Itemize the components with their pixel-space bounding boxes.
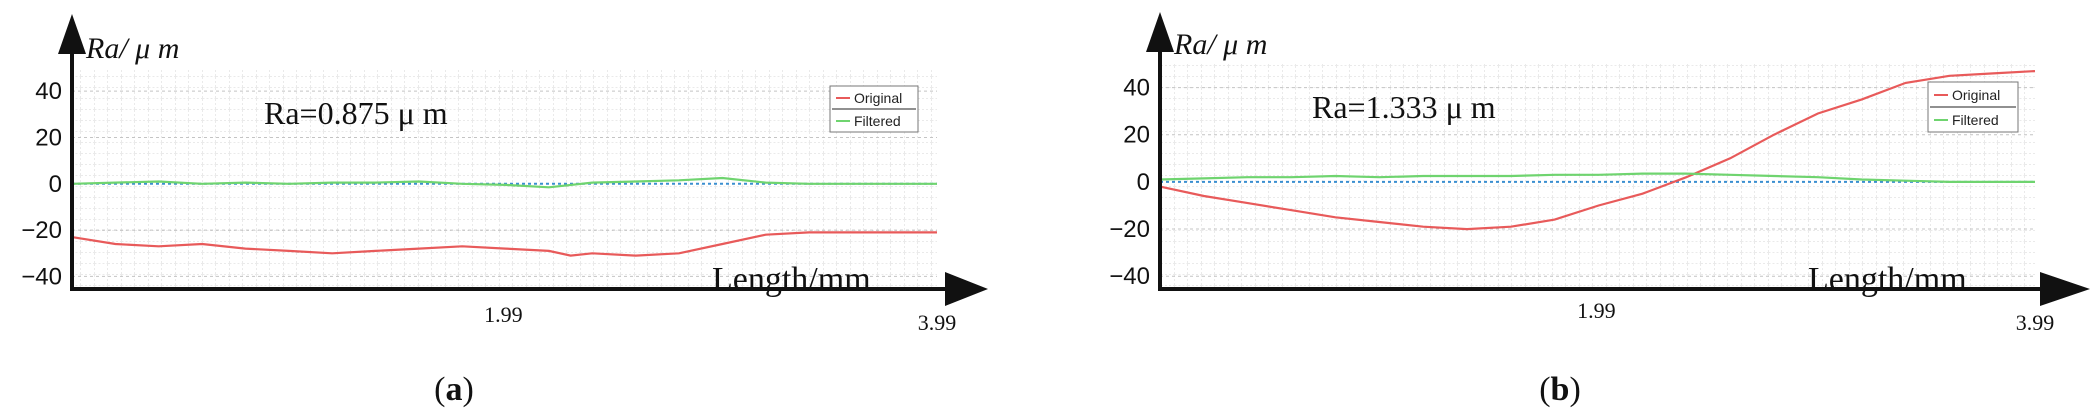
y-axis-arrow-a bbox=[58, 14, 86, 54]
x-axis-arrow-b bbox=[2040, 272, 2090, 306]
y-tick-label: 40 bbox=[35, 78, 62, 105]
caption-letter-b: b bbox=[1551, 371, 1570, 408]
panel-a: Ra/ μ m Length/mm Ra=0.875 μ m 40 20 0 −… bbox=[21, 14, 988, 408]
y-tick-label: 0 bbox=[1137, 169, 1150, 196]
x-axis-label-b: Length/mm bbox=[1808, 261, 1967, 298]
legend-label-original: Original bbox=[854, 90, 902, 106]
legend-label-original: Original bbox=[1952, 87, 2000, 103]
caption-a: (a) bbox=[434, 371, 474, 408]
series-original-line-a bbox=[71, 231, 937, 257]
x-tick-label-mid-a: 1.99 bbox=[484, 302, 523, 327]
legend-label-filtered: Filtered bbox=[854, 113, 901, 129]
y-tick-labels-a: 40 20 0 −20 −40 bbox=[21, 78, 62, 290]
x-axis-label-a: Length/mm bbox=[712, 261, 871, 298]
legend-b: Original Filtered bbox=[1927, 81, 2019, 133]
y-axis-label-b: Ra/ μ m bbox=[1173, 28, 1267, 61]
y-tick-label: 0 bbox=[49, 171, 62, 198]
y-tick-label: −40 bbox=[21, 263, 62, 290]
x-axis-arrow-a bbox=[945, 272, 988, 306]
y-axis-label-a: Ra/ μ m bbox=[85, 32, 179, 65]
panel-b: Ra/ μ m Length/mm Ra=1.333 μ m 40 20 0 −… bbox=[1109, 12, 2090, 408]
series-filtered-line-b bbox=[1159, 172, 2035, 183]
caption-b: (b) bbox=[1539, 371, 1581, 408]
legend-a: Original Filtered bbox=[829, 85, 919, 133]
y-tick-label: −40 bbox=[1109, 263, 1150, 290]
minor-grid-b bbox=[1160, 64, 2035, 288]
caption-letter-a: a bbox=[446, 371, 463, 408]
minor-grid-a bbox=[72, 68, 937, 288]
y-tick-label: 20 bbox=[1123, 122, 1150, 149]
y-tick-label: 40 bbox=[1123, 75, 1150, 102]
y-tick-labels-b: 40 20 0 −20 −40 bbox=[1109, 75, 1150, 291]
legend-label-filtered: Filtered bbox=[1952, 112, 1999, 128]
x-tick-label-end-b: 3.99 bbox=[2016, 310, 2055, 335]
y-axis-arrow-b bbox=[1146, 12, 1174, 52]
x-tick-label-mid-b: 1.99 bbox=[1577, 298, 1616, 323]
series-original-line-b bbox=[1159, 70, 2036, 231]
ra-annotation-a: Ra=0.875 μ m bbox=[264, 95, 448, 131]
y-tick-label: −20 bbox=[21, 217, 62, 244]
y-tick-label: 20 bbox=[35, 124, 62, 151]
x-tick-label-end-a: 3.99 bbox=[918, 310, 957, 335]
ra-annotation-b: Ra=1.333 μ m bbox=[1312, 89, 1496, 125]
series-filtered-line-a bbox=[71, 176, 937, 189]
y-tick-label: −20 bbox=[1109, 216, 1150, 243]
